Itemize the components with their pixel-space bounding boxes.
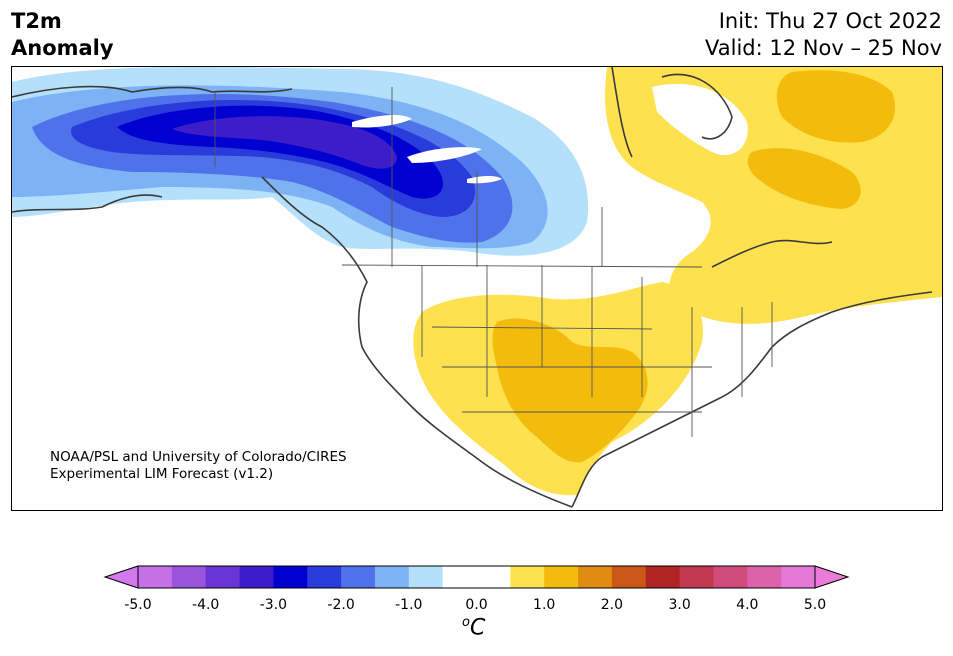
- credit-line-1: NOAA/PSL and University of Colorado/CIRE…: [50, 449, 347, 465]
- init-date: Init: Thu 27 Oct 2022: [718, 9, 942, 33]
- colorbar-segment: [171, 566, 207, 588]
- colorbar-extend-high: [814, 565, 850, 589]
- unit-superscript: o: [462, 615, 470, 630]
- colorbar-segment: [713, 566, 748, 588]
- colorbar-segment: [138, 566, 173, 588]
- colorbar-segment: [611, 566, 647, 588]
- colorbar-segment: [239, 566, 274, 588]
- colorbar-segment: [544, 566, 579, 588]
- colorbar-tick-label: 5.0: [803, 597, 827, 613]
- forecast-info: Init: Thu 27 Oct 2022 Valid: 12 Nov – 25…: [705, 8, 942, 62]
- colorbar: [100, 560, 860, 600]
- colorbar-segment: [510, 566, 545, 588]
- colorbar-segment: [781, 566, 816, 588]
- credit-line-2: Experimental LIM Forecast (v1.2): [50, 466, 274, 482]
- lake-shape: [352, 115, 412, 128]
- coastlines: [12, 67, 933, 508]
- colorbar-ticks: -5.0 -4.0 -3.0 -2.0 -1.0 0.0 1.0 2.0 3.0 4.0 5.0: [100, 597, 860, 617]
- credit-text: NOAA/PSL and University of Colorado/CIRE…: [50, 449, 347, 483]
- colorbar-segment: [578, 566, 613, 588]
- colorbar-segment: [205, 566, 241, 588]
- colorbar-segment: [442, 566, 477, 588]
- colorbar-tick-label: 1.0: [533, 597, 556, 613]
- colorbar-tick-label: 4.0: [736, 597, 759, 613]
- colorbar-tick-label: -2.0: [327, 597, 355, 613]
- valid-range: Valid: 12 Nov – 25 Nov: [705, 36, 942, 60]
- cold-anomaly-region: [12, 67, 589, 256]
- title-line-1: T2m: [11, 9, 62, 33]
- colorbar-scale: [103, 565, 850, 589]
- colorbar-segment: [679, 566, 714, 588]
- map-canvas: [12, 67, 942, 508]
- political-borders: [214, 87, 773, 437]
- lake-shape: [407, 147, 482, 163]
- colorbar-segment: [645, 566, 681, 588]
- colorbar-segment: [374, 566, 410, 588]
- colorbar-tick-label: -5.0: [124, 597, 152, 613]
- warm-anomaly-south: [413, 282, 703, 496]
- colorbar-tick-label: -1.0: [395, 597, 423, 613]
- colorbar-segment: [747, 566, 782, 588]
- colorbar-tick-label: 2.0: [600, 597, 624, 613]
- colorbar-tick-label: 3.0: [668, 597, 691, 613]
- map-title: T2m Anomaly: [11, 8, 114, 62]
- colorbar-segment: [341, 566, 376, 588]
- lake-shape: [467, 176, 502, 184]
- unit-label: oC: [462, 615, 485, 640]
- hudson-region: [652, 83, 748, 156]
- colorbar-tick-label: 0.0: [465, 597, 488, 613]
- title-line-2: Anomaly: [11, 36, 114, 60]
- colorbar-segment: [273, 566, 308, 588]
- colorbar-segment: [307, 566, 342, 588]
- unit-base: C: [469, 615, 486, 641]
- colorbar-tick-label: -3.0: [259, 597, 288, 613]
- colorbar-extend-low: [103, 565, 139, 589]
- anomaly-map: NOAA/PSL and University of Colorado/CIRE…: [11, 66, 943, 511]
- colorbar-tick-label: -4.0: [192, 597, 220, 613]
- colorbar-segment: [408, 566, 444, 588]
- colorbar-frame: [137, 565, 816, 589]
- colorbar-segment: [476, 566, 511, 588]
